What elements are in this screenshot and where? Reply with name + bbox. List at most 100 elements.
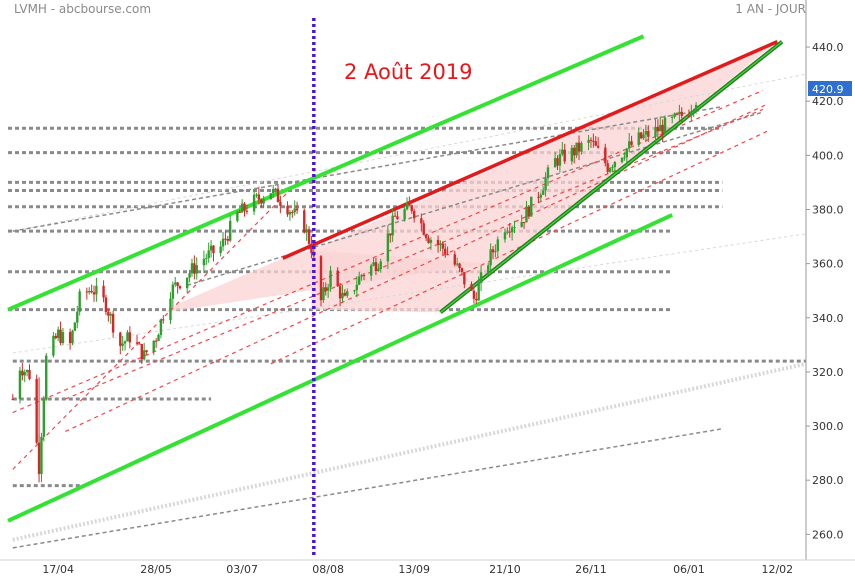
gray-dashed-trendline <box>12 428 723 549</box>
candle-body <box>128 332 132 343</box>
candle-body <box>154 340 158 342</box>
candle-body <box>369 265 373 276</box>
candle-body <box>274 188 277 190</box>
candle-body <box>405 202 409 210</box>
candle-body <box>444 248 447 255</box>
green-channel-lower <box>7 213 674 523</box>
candle-body <box>159 319 163 335</box>
candle-body <box>594 141 597 146</box>
candle-body <box>212 245 215 254</box>
candle-body <box>171 284 175 299</box>
red-dashed-trendline <box>65 103 769 433</box>
candle-body <box>441 243 445 249</box>
candle-body <box>42 399 46 437</box>
candle-body <box>255 194 258 196</box>
candles <box>11 102 698 483</box>
candle-body <box>240 203 244 213</box>
candle-body <box>680 111 683 116</box>
candle-body <box>45 355 48 400</box>
candle-body <box>396 216 399 220</box>
candle-body <box>460 268 464 273</box>
candle-body <box>422 223 425 235</box>
x-tick-label: 28/05 <box>140 563 172 576</box>
shaded-region <box>311 41 778 313</box>
candle-body <box>176 282 179 287</box>
x-tick-label: 13/09 <box>398 563 430 576</box>
trendlines <box>7 34 807 549</box>
candle-body <box>690 111 693 116</box>
event-annotation: 2 Août 2019 <box>344 60 473 84</box>
candle-body <box>257 194 261 200</box>
candle-body <box>305 229 308 233</box>
candle-body <box>88 290 91 293</box>
candle-body <box>188 273 191 278</box>
candle-body <box>40 436 43 474</box>
candle-body <box>393 215 397 217</box>
candle-body <box>623 157 626 159</box>
candle-body <box>408 202 411 206</box>
candle-body <box>18 370 22 400</box>
candle-body <box>403 209 406 220</box>
candle-body <box>570 147 574 162</box>
candle-body <box>410 205 413 211</box>
candle-body <box>279 202 282 206</box>
candle-body <box>377 268 380 271</box>
y-tick-label: 260.0 <box>812 528 844 541</box>
last-price-tag <box>808 81 852 96</box>
candle-body <box>59 329 62 344</box>
candle-body <box>656 126 660 132</box>
candle-body <box>353 290 356 292</box>
candle-body <box>604 147 607 164</box>
candle-body <box>458 263 461 269</box>
candle-body <box>11 398 14 400</box>
candle-body <box>293 208 296 213</box>
candle-body <box>654 126 657 137</box>
candle-body <box>276 188 280 203</box>
candle-body <box>145 350 148 352</box>
y-tick-label: 420.0 <box>812 95 844 108</box>
candle-body <box>95 285 98 295</box>
candle-body <box>295 208 299 211</box>
candle-body <box>262 199 265 204</box>
candle-body <box>322 287 325 301</box>
candle-body <box>575 142 578 156</box>
candle-body <box>611 167 614 169</box>
candle-body <box>678 111 681 114</box>
candle-body <box>661 124 664 134</box>
candle-body <box>286 205 289 215</box>
candle-body <box>162 319 165 321</box>
candle-body <box>346 291 349 296</box>
candle-body <box>90 290 93 293</box>
candle-body <box>135 342 139 344</box>
candle-body <box>508 231 511 233</box>
candle-body <box>620 157 624 163</box>
candle-body <box>630 141 633 145</box>
candle-body <box>224 238 227 240</box>
candle-body <box>338 286 342 299</box>
candle-body <box>637 132 640 145</box>
light-dotted-trendline <box>12 73 807 232</box>
y-tick-label: 340.0 <box>812 312 844 325</box>
candle-body <box>687 115 691 117</box>
candle-body <box>92 292 96 295</box>
candle-body <box>659 124 662 132</box>
candle-body <box>21 370 24 376</box>
candle-body <box>355 284 359 291</box>
candle-body <box>35 378 38 443</box>
candle-body <box>307 229 311 244</box>
candle-body <box>675 113 679 115</box>
candle-body <box>76 311 79 323</box>
candle-body <box>391 215 394 236</box>
candle-body <box>642 134 645 139</box>
x-tick-label: 26/11 <box>575 563 607 576</box>
candle-body <box>496 239 499 252</box>
candle-body <box>520 222 523 227</box>
candle-body <box>219 246 222 254</box>
candle-body <box>546 167 550 179</box>
candle-body <box>489 249 492 266</box>
candle-body <box>68 332 72 344</box>
candle-body <box>360 275 363 277</box>
candle-body <box>379 261 382 269</box>
red-resistance-line <box>282 40 779 260</box>
candle-body <box>436 239 440 245</box>
